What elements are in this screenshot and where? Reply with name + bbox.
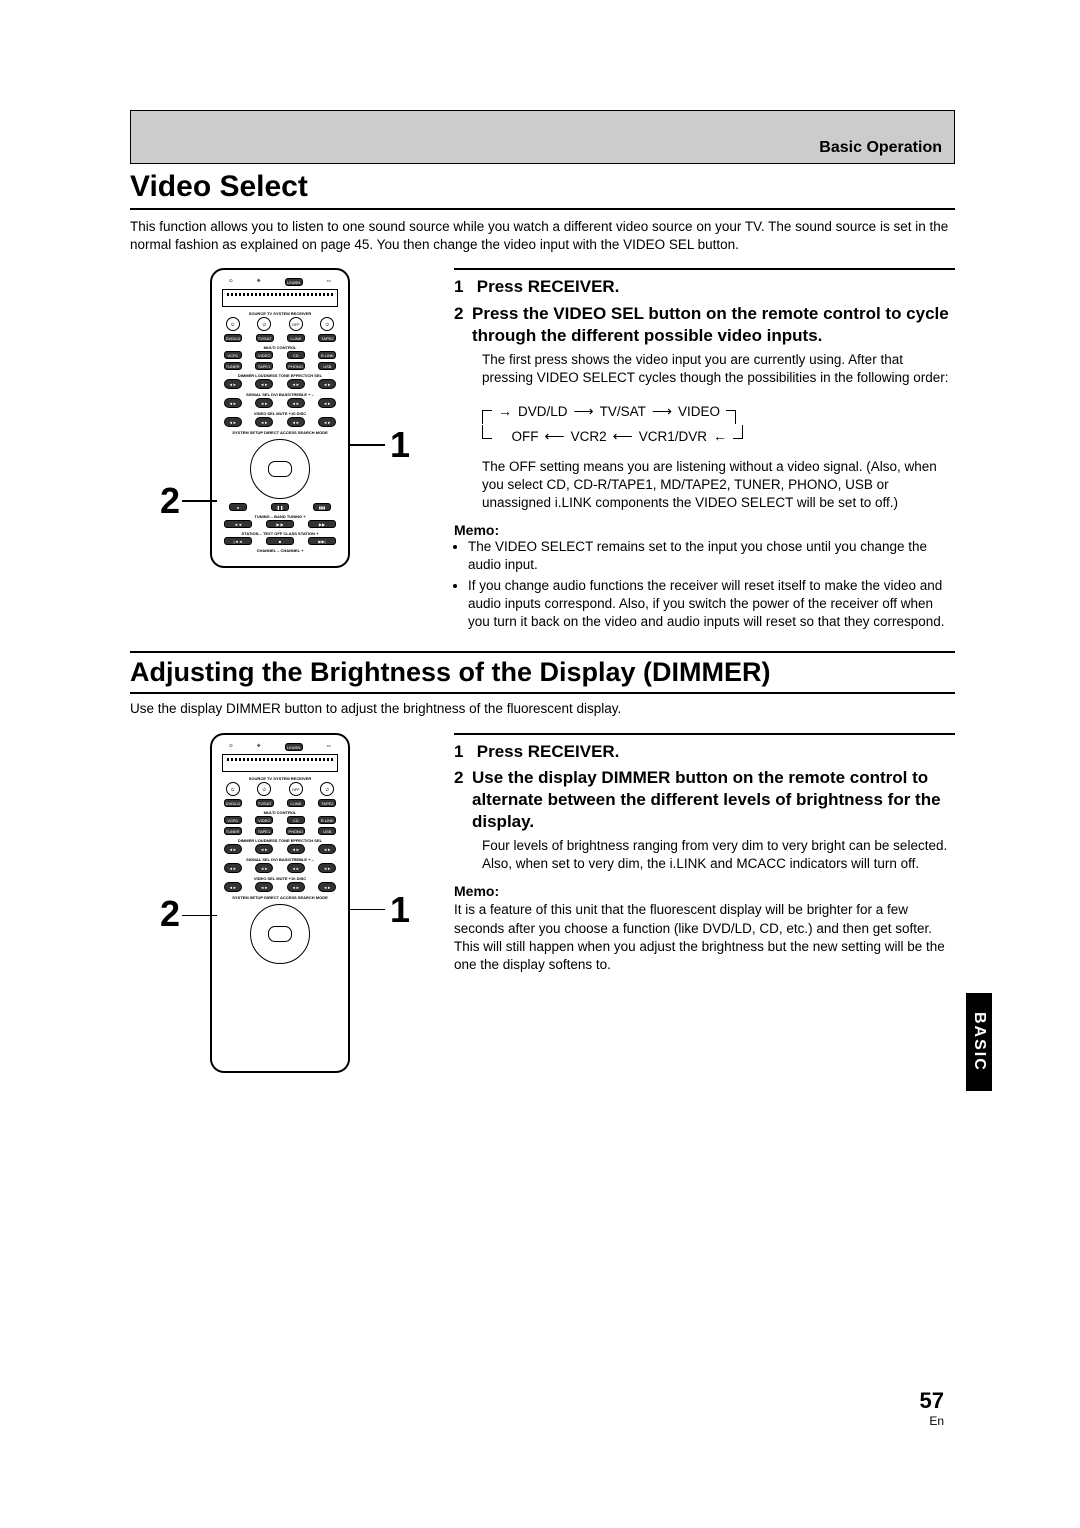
side-tab-basic: BASIC [966, 993, 992, 1091]
d-memo-title: Memo: [454, 883, 955, 899]
dimmer-intro: Use the display DIMMER button to adjust … [130, 700, 955, 718]
vs-step2: 2 Press the VIDEO SEL button on the remo… [454, 303, 955, 347]
cycle-diagram: →DVD/LD ⟶TV/SAT ⟶VIDEO OFF ⟵VCR2 ⟵VCR1/D… [482, 399, 955, 449]
callout-1: 1 [390, 424, 410, 466]
section-header: Basic Operation [130, 110, 955, 164]
d-memo-body: It is a feature of this unit that the fl… [454, 901, 955, 974]
video-select-intro: This function allows you to listen to on… [130, 218, 955, 254]
vs-step2-body1: The first press shows the video input yo… [482, 351, 955, 387]
callout-2: 2 [160, 480, 180, 522]
d-step2: 2 Use the display DIMMER button on the r… [454, 767, 955, 833]
d-callout-2: 2 [160, 893, 180, 935]
video-select-title: Video Select [130, 170, 955, 210]
d-callout-1: 1 [390, 889, 410, 931]
section-label: Basic Operation [819, 139, 942, 157]
remote-illustration: ⊙✥LEARN▭ SOURCE TV SYSTEM RECEIVER ⏻⏻OFF… [210, 268, 350, 568]
dimmer-title: Adjusting the Brightness of the Display … [130, 651, 955, 694]
page-number: 57 En [920, 1388, 944, 1428]
remote-figure-2: ⊙✥LEARN▭ SOURCE TV SYSTEM RECEIVER ⏻⏻OFF… [130, 733, 430, 1073]
vs-memo-list: The VIDEO SELECT remains set to the inpu… [468, 538, 955, 631]
vs-step2-body2: The OFF setting means you are listening … [482, 458, 955, 513]
remote-figure-1: ⊙✥LEARN▭ SOURCE TV SYSTEM RECEIVER ⏻⏻OFF… [130, 268, 430, 633]
vs-step1: 1 Press RECEIVER. [454, 276, 955, 298]
d-step2-body: Four levels of brightness ranging from v… [482, 837, 955, 873]
remote-illustration-2: ⊙✥LEARN▭ SOURCE TV SYSTEM RECEIVER ⏻⏻OFF… [210, 733, 350, 1073]
vs-memo-title: Memo: [454, 522, 955, 538]
d-step1: 1 Press RECEIVER. [454, 741, 955, 763]
